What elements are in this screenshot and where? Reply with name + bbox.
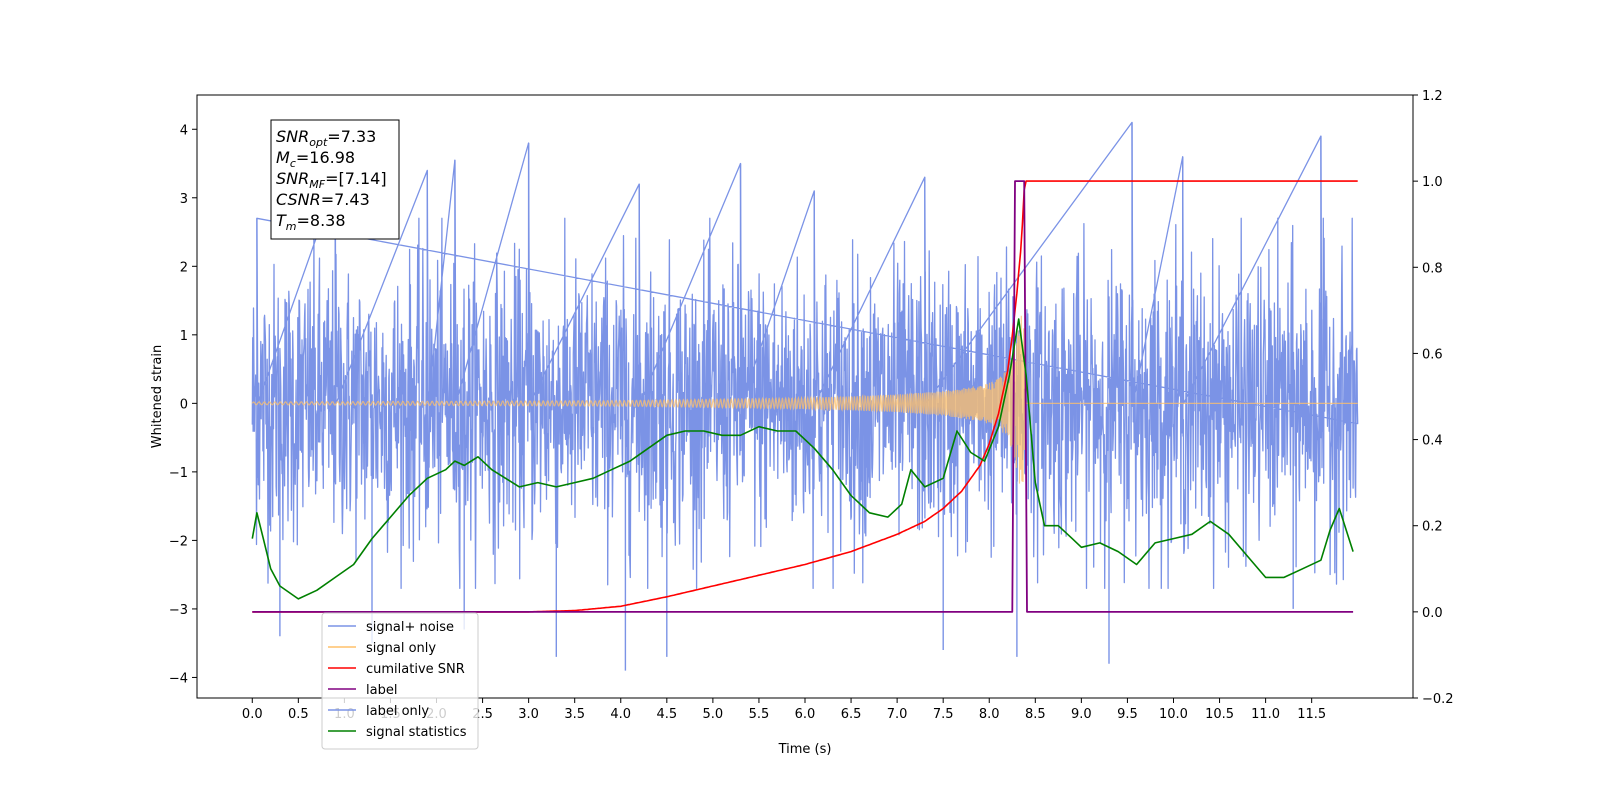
series-signal-noise-peaks <box>256 122 1322 671</box>
info-line: SNRopt=7.33 <box>276 127 376 149</box>
series-signal-only <box>251 315 1358 484</box>
info-line: CSNR=7.43 <box>276 190 370 209</box>
legend-entry: signal only <box>366 641 436 656</box>
y-right-tick-label: 0.0 <box>1422 606 1443 621</box>
legend-entry: signal statistics <box>366 725 467 740</box>
y-left-tick-label: 4 <box>180 123 188 138</box>
legend-entry: label only <box>366 704 429 719</box>
y-right-tick-label: −0.2 <box>1422 692 1454 707</box>
series-layer <box>251 121 1359 671</box>
legend-entry: cumilative SNR <box>366 662 465 677</box>
y-left-tick-label: −4 <box>169 671 188 686</box>
x-tick-label: 4.5 <box>656 707 677 722</box>
series-signal-statistics <box>251 318 1354 600</box>
legend-entry: label <box>366 683 397 698</box>
y-right-tick-label: 1.2 <box>1422 89 1443 104</box>
x-tick-label: 8.0 <box>979 707 1000 722</box>
y-left-tick-label: −2 <box>169 534 188 549</box>
x-tick-label: 3.5 <box>564 707 585 722</box>
x-tick-label: 11.5 <box>1297 707 1326 722</box>
y-right-tick-label: 1.0 <box>1422 175 1443 190</box>
x-tick-label: 5.5 <box>749 707 770 722</box>
x-tick-label: 6.0 <box>795 707 816 722</box>
series-label <box>252 180 1354 613</box>
y-left-tick-label: −3 <box>169 603 188 618</box>
info-line: Tm=8.38 <box>276 211 346 233</box>
x-tick-label: 7.0 <box>887 707 908 722</box>
y-axis-left-label: Whitened strain <box>150 345 165 448</box>
x-tick-label: 8.5 <box>1025 707 1046 722</box>
y-right-tick-label: 0.6 <box>1422 347 1443 362</box>
x-tick-label: 6.5 <box>841 707 862 722</box>
x-axis-label: Time (s) <box>778 742 832 757</box>
y-right-tick-label: 0.8 <box>1422 261 1443 276</box>
y-left-tick-label: 2 <box>180 260 188 275</box>
y-right-tick-label: 0.4 <box>1422 434 1443 449</box>
y-left-tick-label: 1 <box>180 329 188 344</box>
x-tick-label: 9.0 <box>1071 707 1092 722</box>
x-tick-label: 9.5 <box>1117 707 1138 722</box>
info-box-frame <box>270 119 400 240</box>
x-tick-label: 11.0 <box>1251 707 1280 722</box>
x-tick-label: 0.5 <box>288 707 309 722</box>
legend-entry: signal+ noise <box>366 620 454 635</box>
legend-frame <box>321 612 479 750</box>
x-tick-label: 10.0 <box>1159 707 1188 722</box>
x-tick-label: 7.5 <box>933 707 954 722</box>
y-left-tick-label: −1 <box>169 466 188 481</box>
info-line: SNRMF=[7.14] <box>276 169 387 191</box>
info-box: SNRopt=7.33Mc=16.98SNRMF=[7.14]CSNR=7.43… <box>270 119 400 240</box>
x-tick-label: 3.0 <box>518 707 539 722</box>
series-signal-noise <box>251 121 1359 590</box>
x-tick-label: 0.0 <box>242 707 263 722</box>
x-tick-label: 10.5 <box>1205 707 1234 722</box>
legend: signal+ noise signal only cumilative SNR la… <box>321 612 479 750</box>
x-tick-label: 4.0 <box>610 707 631 722</box>
ticks-layer: 0.00.51.01.52.02.53.03.54.04.55.05.56.06… <box>169 89 1454 722</box>
info-line: Mc=16.98 <box>276 148 355 170</box>
y-right-tick-label: 0.2 <box>1422 520 1443 535</box>
x-tick-label: 5.0 <box>703 707 724 722</box>
y-left-tick-label: 3 <box>180 192 188 207</box>
y-left-tick-label: 0 <box>180 397 188 412</box>
